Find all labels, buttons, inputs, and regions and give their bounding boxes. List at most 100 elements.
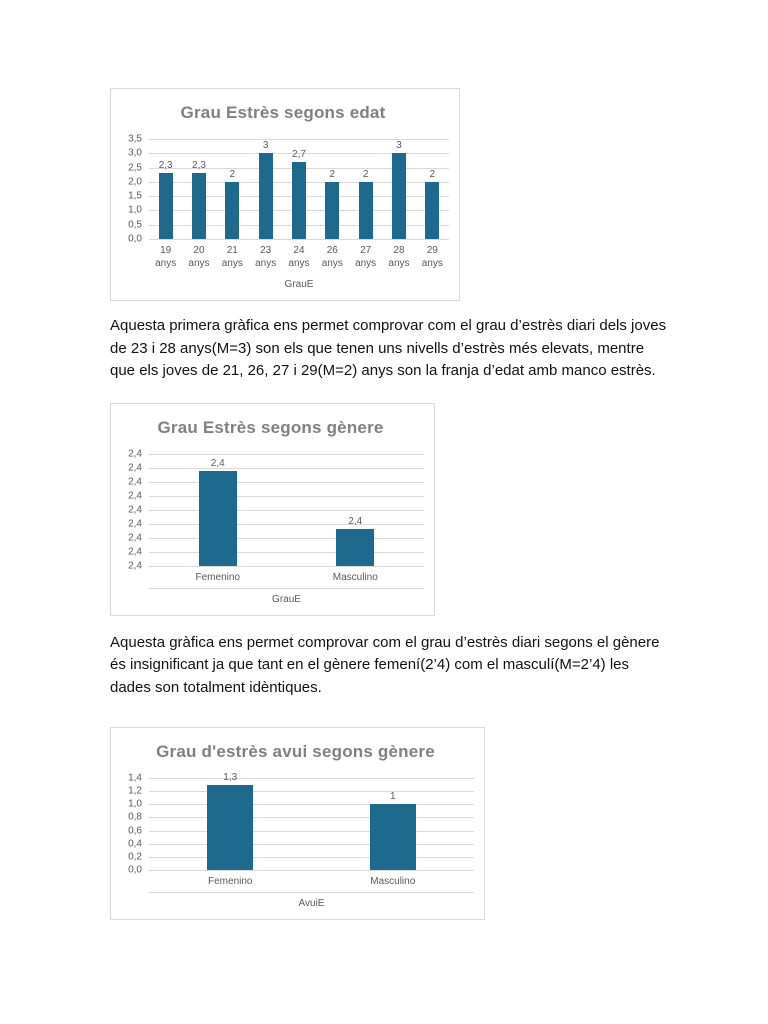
bar-value-label: 2 <box>429 169 436 180</box>
x-axis-title: GrauE <box>272 593 301 605</box>
bar <box>358 182 373 239</box>
plot-grid: 2,3 2,3 2 3 2,7 2 2 3 2 <box>149 139 449 240</box>
gridline <box>149 467 424 469</box>
chart-grau-estres-segons-edat: Grau Estrès segons edat 3,5 3,0 2,5 2,0 1,5 1,… <box>110 88 460 301</box>
y-axis-tick-label: 0,0 <box>128 233 142 245</box>
x-axis-title: AvuiE <box>298 898 325 909</box>
bars-group: 2,4 2,4 <box>149 454 424 566</box>
bar-cell: 2,4 <box>149 454 287 566</box>
x-category-labels: 19 anys 20 anys 21 anys 23 anys 24 anys 26 anys 27 an… <box>149 239 449 274</box>
gridline <box>149 239 449 240</box>
gridline <box>149 453 424 455</box>
bar-value-label: 2 <box>229 169 236 180</box>
gridline <box>149 523 424 525</box>
bar-value-label: 2,3 <box>158 160 173 171</box>
gridline <box>149 481 424 483</box>
chart-title: Grau Estrès segons gènere <box>157 417 384 437</box>
y-axis-tick-label: 0,2 <box>128 851 142 863</box>
bar <box>369 804 416 870</box>
gridline <box>149 153 449 155</box>
bar <box>291 162 306 239</box>
x-category-label: 26 anys <box>321 245 343 269</box>
x-category-label: 29 anys <box>421 245 443 269</box>
bar <box>391 153 406 239</box>
y-axis-tick-label: 1,0 <box>128 798 142 810</box>
bar-value-label: 2,4 <box>210 457 225 469</box>
y-axis-tick-label: 2,4 <box>128 490 142 501</box>
y-axis-tick-label: 0,6 <box>128 825 142 837</box>
bars-group: 2,3 2,3 2 3 2,7 2 2 3 2 <box>149 139 449 239</box>
y-axis-tick-label: 3,0 <box>128 147 142 159</box>
bar <box>258 153 273 239</box>
bar-value-label: 2 <box>362 169 369 180</box>
x-category-label: 28 anys <box>388 245 410 269</box>
y-axis-tick-label: 2,0 <box>128 176 142 188</box>
gridline <box>149 856 474 858</box>
chart-plot-area: 1,4 1,2 1,0 0,8 0,6 0,4 0,2 0,0 1,3 1 <box>117 772 474 876</box>
y-axis-tick-label: 0,5 <box>128 219 142 231</box>
y-axis-tick-label: 2,4 <box>128 476 142 487</box>
bar-value-label: 2 <box>329 169 336 180</box>
chart-title: Grau Estrès segons edat <box>180 103 386 122</box>
chart-title: Grau d'estrès avui segons gènere <box>156 742 435 761</box>
gridline <box>149 778 474 779</box>
bar-cell: 2 <box>416 139 449 239</box>
chart-grau-estres-avui-segons-genere: Grau d'estrès avui segons gènere 1,4 1,2 1,… <box>110 727 485 920</box>
bar <box>198 470 237 566</box>
x-category-label: Masculino <box>370 876 416 887</box>
y-axis-tick-label: 1,2 <box>128 785 142 797</box>
chart-grau-estres-segons-genere: Grau Estrès segons gènere 2,4 2,4 2,4 2,4 2,4… <box>110 402 435 616</box>
bar-value-label: 3 <box>396 140 402 151</box>
gridline <box>149 551 424 553</box>
bar <box>191 173 206 239</box>
x-category-label: Femenino <box>195 571 240 583</box>
x-category-label: 24 anys <box>288 245 310 269</box>
bar <box>325 182 340 239</box>
gridline <box>149 509 424 511</box>
x-category-label: Femenino <box>208 876 253 887</box>
bar-cell: 2 <box>316 139 349 239</box>
gridline <box>149 565 424 567</box>
chart-plot-area: 2,4 2,4 2,4 2,4 2,4 2,4 2,4 2,4 2,4 2,4 2,4 <box>117 448 424 571</box>
x-category-label: 27 anys <box>355 245 377 269</box>
y-axis-tick-label: 2,4 <box>128 532 142 543</box>
bar-cell: 3 <box>382 139 415 239</box>
bars-group: 1,3 1 <box>149 772 474 870</box>
document-content: Grau Estrès segons edat 3,5 3,0 2,5 2,0 1,5 1,… <box>110 88 672 924</box>
chart-plot-area: 3,5 3,0 2,5 2,0 1,5 1,0 0,5 0,0 2,3 2,3 2 3 2,7 2 2 3 2 <box>117 134 449 245</box>
y-axis: 2,4 2,4 2,4 2,4 2,4 2,4 2,4 2,4 2,4 <box>117 448 149 571</box>
gridline <box>149 804 474 806</box>
bar-value-label: 2,7 <box>292 149 306 160</box>
y-axis-tick-label: 1,0 <box>128 204 142 216</box>
y-axis-tick-label: 1,4 <box>128 772 142 784</box>
gridline <box>149 537 424 539</box>
bar <box>158 173 173 239</box>
bar-cell: 2,7 <box>282 139 315 239</box>
bar <box>336 528 375 566</box>
gridline <box>149 791 474 793</box>
y-axis-tick-label: 2,5 <box>128 162 142 174</box>
y-axis: 1,4 1,2 1,0 0,8 0,6 0,4 0,2 0,0 <box>117 773 149 876</box>
y-axis-tick-label: 0,8 <box>128 811 142 823</box>
y-axis-tick-label: 2,4 <box>128 462 142 473</box>
y-axis-tick-label: 2,4 <box>128 504 142 515</box>
x-category-label: 23 anys <box>255 245 277 269</box>
y-axis-tick-label: 2,4 <box>128 546 142 557</box>
bar-value-label: 1,3 <box>223 772 238 783</box>
bar-value-label: 2,4 <box>348 515 363 527</box>
bar-value-label: 1 <box>389 791 396 802</box>
gridline <box>149 843 474 845</box>
x-category-labels: Femenino Masculino <box>149 870 474 893</box>
x-category-label: 21 anys <box>221 245 243 269</box>
bar-cell: 2,3 <box>149 139 182 239</box>
y-axis-tick-label: 2,4 <box>128 448 142 459</box>
bar-cell: 2 <box>349 139 382 239</box>
paragraph-gender-analysis: Aquesta gràfica ens permet comprovar com… <box>110 633 660 696</box>
y-axis-tick-label: 1,5 <box>128 190 142 202</box>
bar-cell: 2 <box>216 139 249 239</box>
bar-value-label: 2,3 <box>192 160 206 171</box>
bar-cell: 2,3 <box>182 139 215 239</box>
bar-cell: 2,4 <box>287 454 425 566</box>
paragraph-age-analysis: Aquesta primera gràfica ens permet compr… <box>110 317 667 379</box>
